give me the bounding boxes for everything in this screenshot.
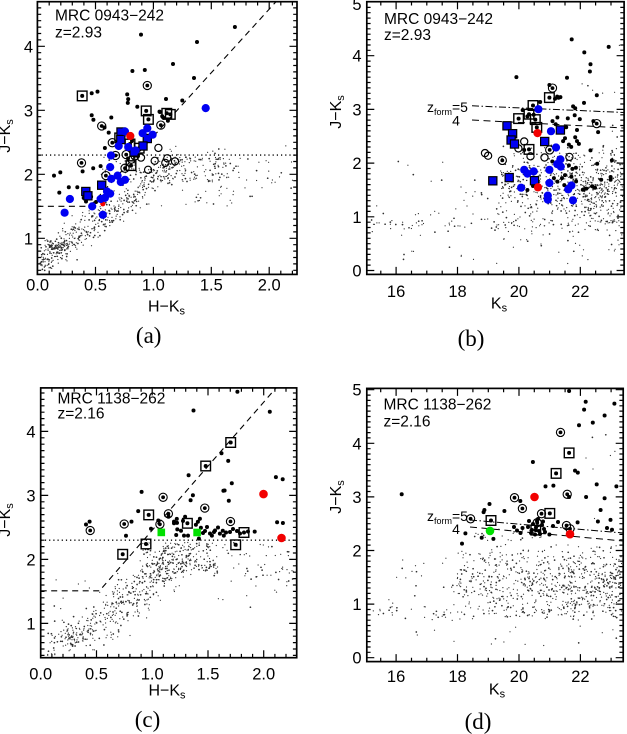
svg-text:2.0: 2.0 xyxy=(252,666,275,684)
svg-text:3: 3 xyxy=(352,489,361,507)
svg-text:18: 18 xyxy=(448,283,466,301)
svg-text:16: 16 xyxy=(387,668,405,686)
svg-text:H−Ks: H−Ks xyxy=(148,299,186,318)
svg-text:0: 0 xyxy=(352,650,361,668)
svg-text:J−Ks: J−Ks xyxy=(328,480,347,514)
svg-text:J−Ks: J−Ks xyxy=(328,95,347,129)
svg-text:1: 1 xyxy=(26,615,35,633)
svg-text:1.5: 1.5 xyxy=(200,277,223,295)
svg-text:3: 3 xyxy=(26,487,35,505)
svg-text:4: 4 xyxy=(26,423,35,441)
svg-text:(a): (a) xyxy=(136,323,162,348)
svg-text:18: 18 xyxy=(448,668,466,686)
svg-text:MRC 1138−262: MRC 1138−262 xyxy=(58,391,166,408)
svg-text:MRC 0943−242: MRC 0943−242 xyxy=(55,8,164,25)
svg-text:20: 20 xyxy=(510,283,528,301)
svg-text:3: 3 xyxy=(352,101,361,119)
svg-text:0.5: 0.5 xyxy=(85,666,108,684)
svg-text:22: 22 xyxy=(571,283,589,301)
svg-text:1: 1 xyxy=(352,596,361,614)
svg-text:1.0: 1.0 xyxy=(142,277,165,295)
svg-text:z=2.93: z=2.93 xyxy=(384,27,431,44)
svg-text:2: 2 xyxy=(352,155,361,173)
svg-text:1.0: 1.0 xyxy=(141,666,164,684)
svg-text:z=2.16: z=2.16 xyxy=(384,414,431,431)
svg-text:J−Ks: J−Ks xyxy=(0,503,16,537)
svg-text:16: 16 xyxy=(387,283,405,301)
svg-text:1: 1 xyxy=(24,230,33,248)
svg-text:22: 22 xyxy=(571,668,589,686)
svg-text:H−Ks: H−Ks xyxy=(148,683,186,702)
svg-text:4: 4 xyxy=(452,113,460,129)
svg-text:4: 4 xyxy=(352,48,361,66)
svg-text:1.5: 1.5 xyxy=(196,666,219,684)
svg-text:J−Ks: J−Ks xyxy=(0,119,16,153)
svg-text:2.0: 2.0 xyxy=(258,277,281,295)
svg-text:4: 4 xyxy=(452,521,460,537)
svg-text:0.0: 0.0 xyxy=(26,277,49,295)
svg-text:4: 4 xyxy=(352,435,361,453)
svg-text:0: 0 xyxy=(352,263,361,281)
svg-text:0.0: 0.0 xyxy=(29,666,52,684)
svg-text:3: 3 xyxy=(24,102,33,120)
svg-text:2: 2 xyxy=(26,551,35,569)
svg-text:z=2.93: z=2.93 xyxy=(55,25,102,42)
svg-text:(b): (b) xyxy=(458,326,485,351)
svg-text:MRC 1138−262: MRC 1138−262 xyxy=(384,397,492,414)
svg-text:2: 2 xyxy=(352,543,361,561)
svg-text:MRC 0943−242: MRC 0943−242 xyxy=(384,11,493,28)
svg-text:1: 1 xyxy=(352,209,361,227)
svg-text:(c): (c) xyxy=(135,707,161,732)
svg-text:5: 5 xyxy=(352,382,361,400)
svg-text:z=2.16: z=2.16 xyxy=(58,406,105,423)
svg-text:2: 2 xyxy=(24,166,33,184)
svg-text:0.5: 0.5 xyxy=(84,277,107,295)
svg-text:4: 4 xyxy=(24,38,33,56)
svg-text:5: 5 xyxy=(352,0,361,14)
svg-text:(d): (d) xyxy=(465,709,492,734)
svg-text:20: 20 xyxy=(510,668,528,686)
